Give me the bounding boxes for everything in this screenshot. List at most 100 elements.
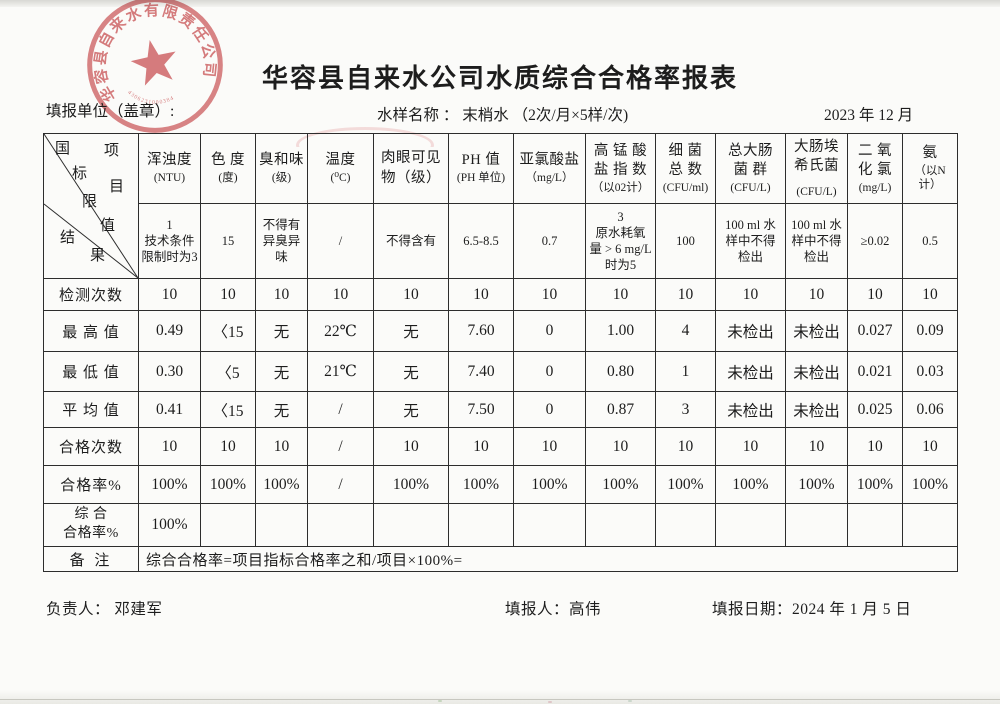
value-cell: 无 [373, 310, 449, 352]
value-cell: 100% [785, 465, 848, 504]
reporting-unit-label: 填报单位（盖章）: [46, 103, 175, 120]
limit-cell: 3 原水耗氧 量 > 6 mg/L 时为5 [585, 203, 656, 279]
value-cell [585, 503, 656, 547]
value-cell: 10 [448, 427, 514, 466]
column-name: 高 锰 酸 盐 指 数 [593, 142, 648, 179]
corner-label-middle: 值 [100, 218, 116, 234]
value-cell: 10 [715, 427, 786, 466]
row-label: 平 均 值 [43, 391, 139, 428]
value-cell: 1.00 [585, 310, 656, 352]
stamp-svg: 华容县自来水有限责任公司 4306231000384 [79, 0, 223, 133]
scan-edge-line [0, 699, 1000, 700]
value-cell: 100% [373, 465, 449, 504]
value-cell: 未检出 [785, 351, 848, 392]
column-unit: (NTU) [153, 171, 186, 184]
column-unit: (度) [218, 171, 238, 184]
value-cell: 100% [902, 465, 958, 504]
limit-cell: 6.5-8.5 [448, 203, 514, 279]
responsible-label: 负责人： [46, 601, 111, 618]
corner-label-top_right: 项 [104, 143, 120, 159]
value-cell: 0.80 [585, 351, 656, 392]
row-label: 合格率% [43, 465, 139, 504]
value-cell: 10 [307, 278, 374, 311]
value-cell: 未检出 [715, 351, 786, 392]
value-cell: 7.50 [448, 391, 514, 428]
column-name: 浑浊度 [147, 152, 192, 169]
row-label: 最 高 值 [43, 310, 139, 352]
value-cell: 未检出 [785, 310, 848, 352]
corner-label-middle: 限 [82, 194, 98, 210]
value-cell: 10 [255, 427, 308, 466]
value-cell: / [307, 465, 374, 504]
limit-cell: 100 ml 水 样中不得 检出 [785, 203, 848, 279]
value-cell: 10 [448, 278, 514, 311]
value-cell [715, 503, 786, 547]
filler-name: 高伟 [569, 601, 602, 618]
value-cell: 无 [255, 391, 308, 428]
scan-edge-bottom [0, 690, 1000, 704]
value-cell [200, 503, 256, 547]
column-unit: (级) [271, 171, 292, 184]
value-cell: 无 [255, 351, 308, 392]
stamp-ring [87, 0, 223, 133]
column-header: PH 值 (PH 单位) [448, 133, 514, 204]
value-cell: 0.021 [847, 351, 903, 392]
value-cell: / [307, 391, 374, 428]
value-cell: 0 [513, 310, 586, 352]
column-name: PH 值 [461, 152, 501, 169]
value-cell: 10 [847, 427, 903, 466]
value-cell [373, 503, 449, 547]
row-label: 最 低 值 [43, 351, 139, 392]
value-cell: 10 [902, 427, 958, 466]
value-cell: 100% [585, 465, 656, 504]
value-cell [255, 503, 308, 547]
scan-speck [438, 700, 442, 702]
value-cell: 未检出 [785, 391, 848, 428]
value-cell: 100% [200, 465, 256, 504]
column-header: 高 锰 酸 盐 指 数 （以02计） [585, 133, 656, 204]
table-row: 最 高 值 0.49 〈15 无 22℃ 无 7.60 0 1.00 4 未检出 未检出 0.027 0.… [43, 310, 958, 352]
value-cell: 22℃ [307, 310, 374, 352]
corner-label-bottom_left: 结 [60, 230, 76, 246]
value-cell: 10 [785, 427, 848, 466]
column-unit: (CFU/L) [796, 185, 837, 198]
table-row: 最 低 值 0.30 〈5 无 21℃ 无 7.40 0 0.80 1 未检出 未检出 0.021 0.0… [43, 351, 958, 392]
value-cell: 0.41 [138, 391, 201, 428]
value-cell: 10 [585, 427, 656, 466]
value-cell: 7.40 [448, 351, 514, 392]
column-unit: (mg/L) [858, 181, 892, 194]
corner-label-top_right: 目 [109, 179, 125, 195]
column-name: 肉眼可见 物（级） [381, 149, 441, 186]
limit-cell: 0.5 [902, 203, 958, 279]
corner-label-top_left: 国 [55, 141, 71, 157]
value-cell: 100% [138, 503, 201, 547]
row-label: 综 合 合格率% [43, 503, 139, 547]
column-unit: （以02计） [591, 181, 650, 194]
column-unit: (⁰C) [330, 171, 351, 184]
column-name: 大肠埃 希氏菌 [794, 138, 839, 175]
value-cell: 10 [585, 278, 656, 311]
responsible-person: 负责人： 邓建军 [46, 597, 162, 619]
value-cell: 10 [902, 278, 958, 311]
sample-name-label: 水样名称 ： 末梢水 （2次/月×5样/次) [377, 107, 629, 124]
row-label: 检测次数 [43, 278, 139, 311]
value-cell: 100% [715, 465, 786, 504]
value-cell [847, 503, 903, 547]
value-cell: 无 [373, 351, 449, 392]
diagonal-lines [44, 134, 138, 278]
column-header: 臭和味 (级) [255, 133, 308, 204]
value-cell [513, 503, 586, 547]
value-cell: 〈15 [200, 391, 256, 428]
column-unit: (CFU/L) [730, 181, 771, 194]
value-cell: 0 [513, 351, 586, 392]
value-cell: 100% [448, 465, 514, 504]
company-stamp: 华容县自来水有限责任公司 4306231000384 [71, 0, 239, 149]
table-row: 合格次数 10 10 10/10 10 10 10 10 10 10 10 10 [43, 427, 958, 466]
scan-speck [548, 701, 552, 703]
responsible-name: 邓建军 [114, 601, 163, 618]
limit-cell: 1 技术条件 限制时为3 [138, 203, 201, 279]
limit-cell: / [307, 203, 374, 279]
value-cell: 0.30 [138, 351, 201, 392]
remark-row: 备 注综合合格率=项目指标合格率之和/项目×100%= [43, 546, 958, 572]
value-cell: 0.06 [902, 391, 958, 428]
